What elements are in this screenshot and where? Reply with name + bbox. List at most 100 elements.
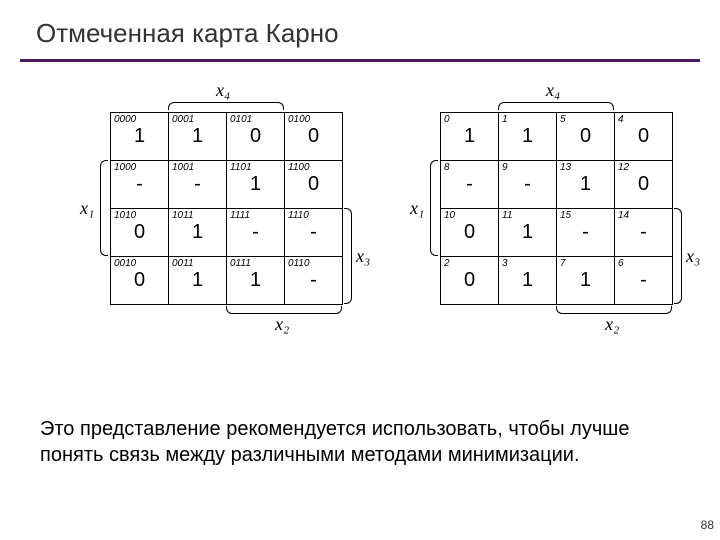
cell-value: 0 xyxy=(464,269,475,291)
cell-value: 0 xyxy=(638,125,649,147)
cell-value: 0 xyxy=(464,221,475,243)
bracket-x4-left xyxy=(168,102,284,110)
kmap-cell: 1111- xyxy=(227,209,285,257)
cell-value: - xyxy=(194,173,201,195)
cell-value: - xyxy=(640,221,647,243)
page-title: Отмеченная карта Карно xyxy=(36,18,720,49)
cell-index: 6 xyxy=(618,258,624,269)
label-x1-right: x₁ xyxy=(410,198,424,219)
kmap-cell: 1000- xyxy=(111,161,169,209)
cell-value: 1 xyxy=(580,269,591,291)
cell-index: 1001 xyxy=(172,162,194,173)
cell-index: 0111 xyxy=(230,258,251,269)
cell-value: 0 xyxy=(134,221,145,243)
kmap-cell: 00111 xyxy=(169,257,227,305)
label-x2-right: x₂ xyxy=(605,314,619,335)
kmap-cell: 8- xyxy=(441,161,499,209)
kmaps-container: 000010001101010010001000-1001-1101111000… xyxy=(0,82,720,402)
bracket-x1-left xyxy=(100,160,108,256)
cell-value: - xyxy=(524,173,531,195)
label-x2-left: x₂ xyxy=(275,314,289,335)
kmap-cell: 11 xyxy=(499,113,557,161)
kmap-cell: 0110- xyxy=(285,257,343,305)
cell-index: 0000 xyxy=(114,114,136,125)
cell-value: 1 xyxy=(250,173,261,195)
kmap-cell: 11011 xyxy=(227,161,285,209)
kmap-cell: 71 xyxy=(557,257,615,305)
cell-index: 10 xyxy=(444,210,455,221)
cell-value: 1 xyxy=(192,269,203,291)
cell-index: 0001 xyxy=(172,114,194,125)
cell-index: 1101 xyxy=(230,162,252,173)
cell-value: 1 xyxy=(580,173,591,195)
cell-index: 0010 xyxy=(114,258,136,269)
cell-index: 0 xyxy=(444,114,450,125)
cell-index: 1 xyxy=(502,114,508,125)
cell-value: 0 xyxy=(308,173,319,195)
bracket-x1-right xyxy=(430,160,438,256)
kmap-cell: 01111 xyxy=(227,257,285,305)
kmap-cell: 10 0 xyxy=(441,209,499,257)
cell-value: 1 xyxy=(250,269,261,291)
cell-index: 13 xyxy=(560,162,571,173)
cell-value: 0 xyxy=(308,125,319,147)
cell-index: 1110 xyxy=(288,210,309,221)
cell-index: 0101 xyxy=(230,114,252,125)
bracket-x3-left xyxy=(344,208,352,304)
cell-index: 11 xyxy=(502,210,512,221)
bracket-x4-right xyxy=(498,102,614,110)
cell-index: 8 xyxy=(444,162,450,173)
cell-value: 0 xyxy=(638,173,649,195)
kmap-cell: 1001- xyxy=(169,161,227,209)
cell-value: - xyxy=(310,221,317,243)
kmap-right-grid: 011150408-9-13112010011115-14-2031716- xyxy=(440,112,673,305)
bracket-x2-left xyxy=(226,306,342,314)
bracket-x3-right xyxy=(674,208,682,304)
cell-index: 3 xyxy=(502,258,508,269)
cell-value: 1 xyxy=(192,125,203,147)
label-x3-left: x₃ xyxy=(356,246,370,267)
kmap-cell: 00011 xyxy=(169,113,227,161)
label-x4-right: x₄ xyxy=(546,80,560,101)
page-number: 88 xyxy=(701,518,714,532)
cell-index: 1010 xyxy=(114,210,136,221)
cell-value: 0 xyxy=(580,125,591,147)
cell-index: 5 xyxy=(560,114,566,125)
kmap-cell: 6- xyxy=(615,257,673,305)
cell-value: 0 xyxy=(250,125,261,147)
kmap-cell: 1110- xyxy=(285,209,343,257)
kmap-cell: 50 xyxy=(557,113,615,161)
cell-index: 0100 xyxy=(288,114,310,125)
kmap-cell: 01010 xyxy=(227,113,285,161)
kmap-cell: 01 xyxy=(441,113,499,161)
kmap-cell: 00100 xyxy=(111,257,169,305)
kmap-cell: 13 1 xyxy=(557,161,615,209)
kmap-cell: 20 xyxy=(441,257,499,305)
kmap-cell: 15- xyxy=(557,209,615,257)
cell-value: 1 xyxy=(134,125,145,147)
kmap-cell: 9- xyxy=(499,161,557,209)
kmap-cell: 12 0 xyxy=(615,161,673,209)
kmap-cell: 01000 xyxy=(285,113,343,161)
cell-value: - xyxy=(310,269,317,291)
kmap-left-grid: 000010001101010010001000-1001-1101111000… xyxy=(110,112,343,305)
cell-value: 1 xyxy=(522,221,533,243)
label-x3-right: x₃ xyxy=(686,246,700,267)
cell-index: 1011 xyxy=(172,210,194,221)
cell-value: - xyxy=(466,173,473,195)
kmap-cell: 111 xyxy=(499,209,557,257)
cell-value: 1 xyxy=(522,125,533,147)
kmap-cell: 11000 xyxy=(285,161,343,209)
kmap-cell: 40 xyxy=(615,113,673,161)
kmap-cell: 00001 xyxy=(111,113,169,161)
cell-index: 9 xyxy=(502,162,508,173)
cell-value: 0 xyxy=(134,269,145,291)
cell-value: - xyxy=(582,221,589,243)
cell-index: 15 xyxy=(560,210,571,221)
cell-index: 0110 xyxy=(288,258,310,269)
kmap-cell: 10100 xyxy=(111,209,169,257)
cell-value: 1 xyxy=(464,125,475,147)
cell-index: 4 xyxy=(618,114,624,125)
cell-index: 1100 xyxy=(288,162,310,173)
cell-index: 12 xyxy=(618,162,629,173)
